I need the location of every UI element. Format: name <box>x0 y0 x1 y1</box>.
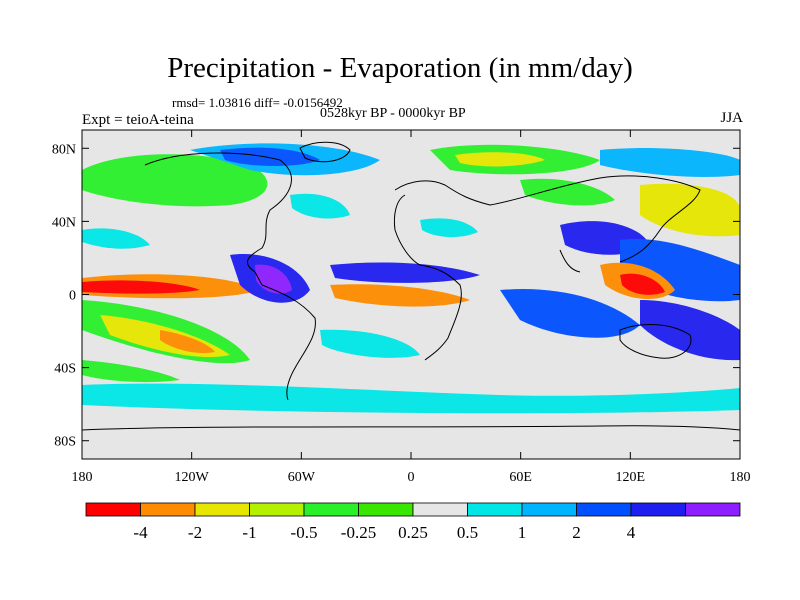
lat-tick-label: 80N <box>52 142 76 157</box>
colorbar-swatch <box>140 502 196 517</box>
colorbar: -4 -2 -1 -0.5 -0.25 0.25 0.5 1 2 4 <box>85 502 741 542</box>
colorbar-label: 0.5 <box>457 523 478 542</box>
colorbar-swatch <box>194 502 250 517</box>
field-patch <box>82 154 268 207</box>
field-patch <box>600 148 740 177</box>
lon-tick-label: 120W <box>175 470 210 485</box>
lon-tick-label: 180 <box>730 470 751 485</box>
colorbar-label: 2 <box>572 523 581 542</box>
lon-tick-label: 60E <box>509 470 532 485</box>
field-patch <box>455 152 545 167</box>
colorbar-label: -1 <box>242 523 256 542</box>
field-patch <box>330 284 470 307</box>
field-patch <box>330 262 480 283</box>
lat-tick-label: 80S <box>54 435 76 450</box>
lat-tick-label: 40S <box>54 362 76 377</box>
field-patch <box>82 360 180 383</box>
lat-tick-label: 40N <box>52 215 76 230</box>
field-patch <box>620 273 665 295</box>
field-patch <box>640 183 740 237</box>
colorbar-swatch <box>249 502 305 517</box>
lon-tick-label: 180 <box>72 470 93 485</box>
stats-label: rmsd= 1.03816 diff= -0.0156492 <box>172 95 343 110</box>
colorbar-swatch <box>576 502 632 517</box>
coastlines <box>82 141 740 431</box>
field-patch <box>640 300 740 361</box>
period-label: 0528kyr BP - 0000kyr BP <box>320 106 466 121</box>
colorbar-swatch <box>303 502 359 517</box>
field-patch <box>82 383 740 414</box>
colorbar-swatch <box>521 502 577 517</box>
season-label: JJA <box>720 110 743 126</box>
colorbar-label: -4 <box>133 523 148 542</box>
field-patch <box>420 218 478 238</box>
field-patch <box>290 193 350 219</box>
field-patch <box>82 280 200 294</box>
field-patch <box>220 147 320 166</box>
field-patch <box>500 289 640 338</box>
field-patch <box>320 329 420 358</box>
lon-tick-label: 120E <box>616 470 646 485</box>
experiment-label: Expt = teioA-teina <box>82 112 194 128</box>
field-patch <box>520 178 615 206</box>
axis-ticks: 80N 40N 0 40S 80S 180 120W 60W 0 60E 120E 180 <box>52 130 751 485</box>
colorbar-swatch <box>467 502 523 517</box>
precip-field <box>82 143 740 414</box>
lat-tick-label: 0 <box>69 289 76 304</box>
field-patch <box>160 330 215 354</box>
colorbar-label: -0.5 <box>291 523 318 542</box>
colorbar-swatch <box>85 502 141 517</box>
colorbar-label: -0.25 <box>341 523 376 542</box>
map-title: Precipitation - Evaporation (in mm/day) <box>167 52 633 84</box>
colorbar-swatch <box>412 502 468 517</box>
colorbar-swatch <box>630 502 686 517</box>
lon-tick-label: 0 <box>408 470 415 485</box>
colorbar-label: -2 <box>188 523 202 542</box>
colorbar-swatch <box>685 502 741 517</box>
colorbar-label: 1 <box>518 523 527 542</box>
field-patch <box>82 228 150 249</box>
colorbar-swatch <box>358 502 414 517</box>
colorbar-label: 4 <box>627 523 636 542</box>
colorbar-label: 0.25 <box>398 523 428 542</box>
lon-tick-label: 60W <box>288 470 316 485</box>
